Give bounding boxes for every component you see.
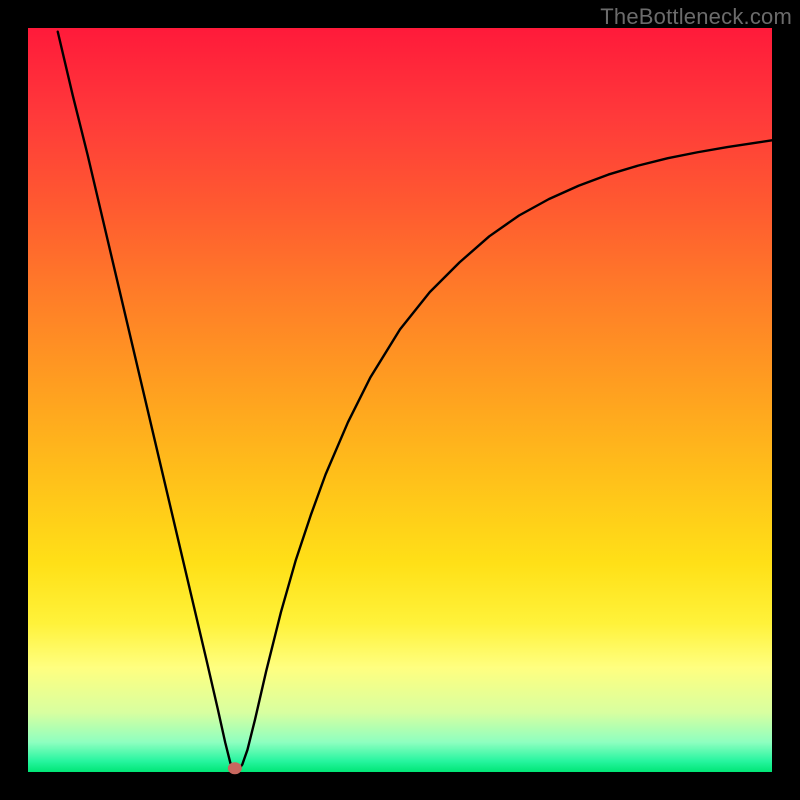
plot-background <box>28 28 772 772</box>
bottleneck-curve-chart <box>0 0 800 800</box>
chart-frame: TheBottleneck.com <box>0 0 800 800</box>
optimal-point-marker <box>228 762 242 774</box>
watermark-text: TheBottleneck.com <box>600 4 792 30</box>
